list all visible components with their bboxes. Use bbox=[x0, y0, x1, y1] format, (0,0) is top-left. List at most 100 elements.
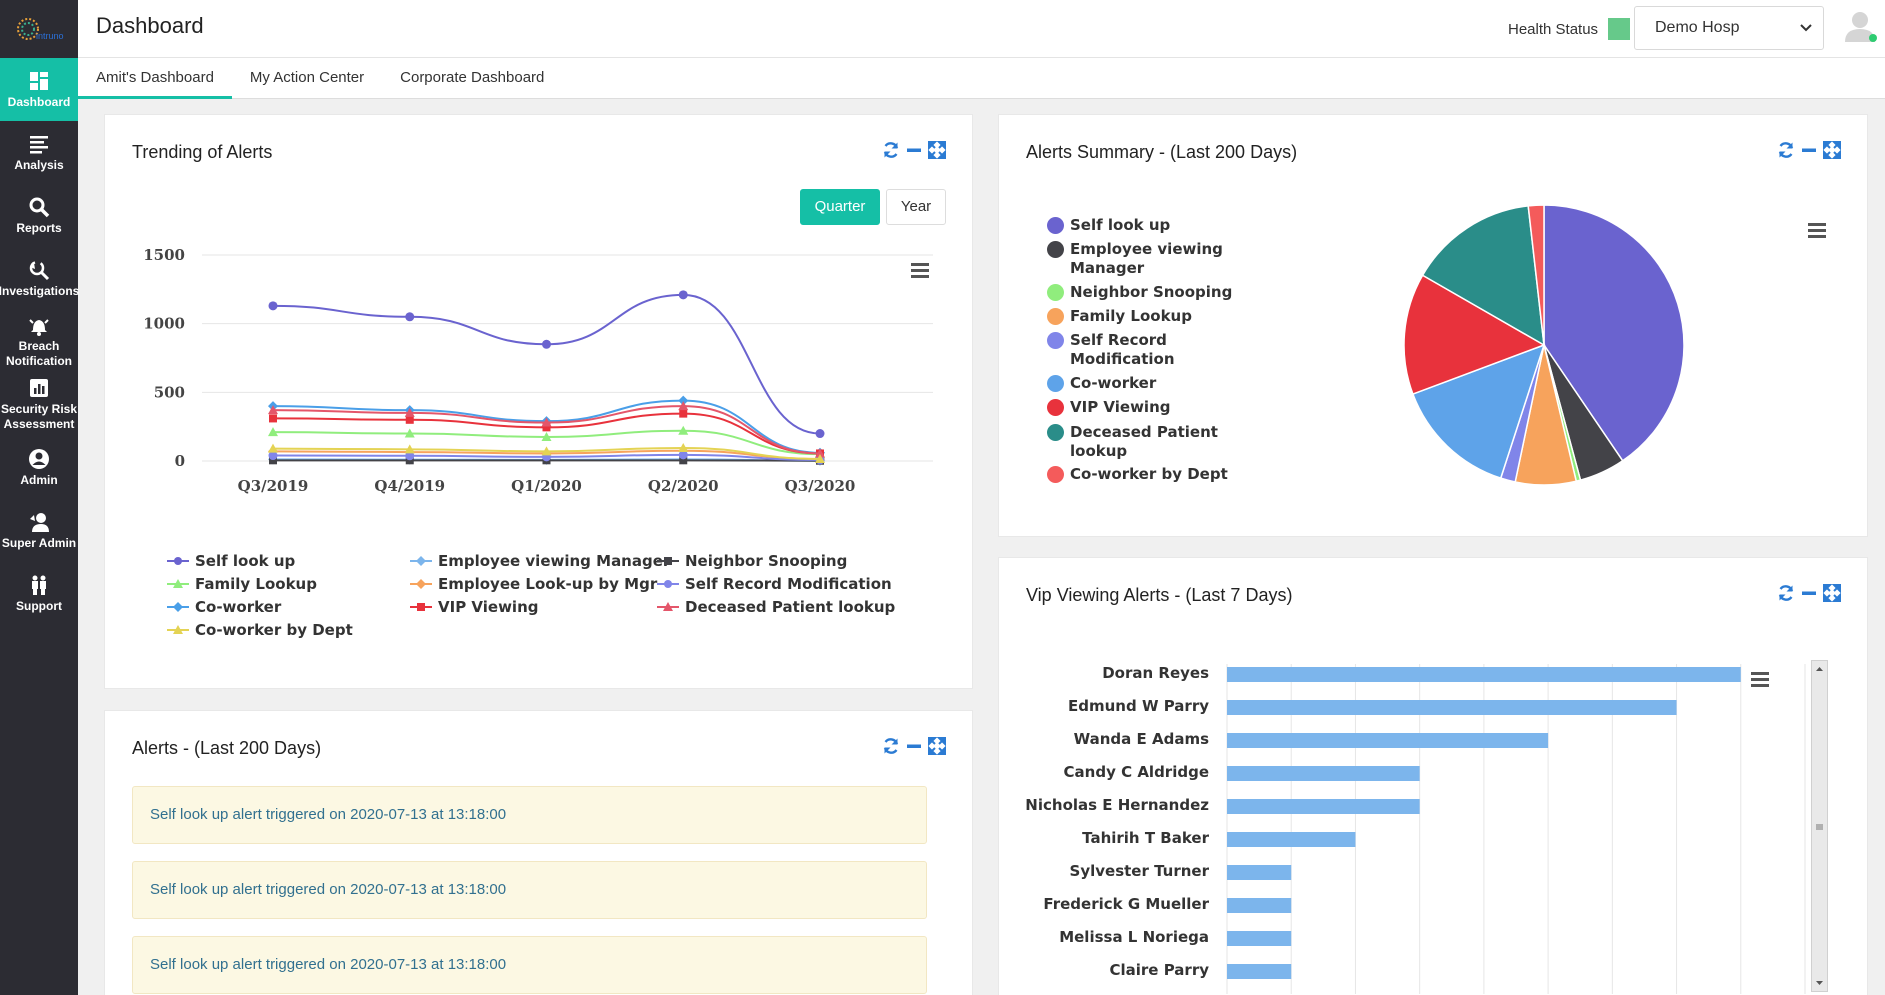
bar[interactable] bbox=[1227, 799, 1420, 814]
data-point[interactable] bbox=[268, 451, 278, 461]
bar[interactable] bbox=[1227, 865, 1292, 880]
data-point[interactable] bbox=[405, 415, 414, 424]
scroll-down-icon[interactable] bbox=[1812, 977, 1827, 989]
expand-icon[interactable] bbox=[1822, 140, 1842, 160]
legend-item[interactable]: Self look up bbox=[167, 552, 295, 570]
data-point[interactable] bbox=[405, 451, 415, 461]
pie-slice-self-look-up[interactable] bbox=[1543, 204, 1685, 462]
tab-amits-dashboard[interactable]: Amit's Dashboard bbox=[78, 58, 232, 99]
bar[interactable] bbox=[1227, 832, 1356, 847]
data-point[interactable] bbox=[815, 429, 825, 439]
legend-item[interactable]: Self look up bbox=[1047, 216, 1270, 235]
data-point[interactable] bbox=[541, 431, 552, 441]
data-point[interactable] bbox=[815, 453, 825, 463]
chart-menu-icon[interactable] bbox=[1751, 672, 1769, 690]
scroll-up-icon[interactable] bbox=[1812, 663, 1827, 675]
data-point[interactable] bbox=[404, 428, 415, 438]
bar[interactable] bbox=[1227, 700, 1677, 715]
data-point[interactable] bbox=[678, 290, 688, 300]
data-point[interactable] bbox=[405, 312, 415, 322]
sidebar-item-admin[interactable]: Admin bbox=[0, 436, 78, 499]
data-point[interactable] bbox=[268, 427, 278, 437]
legend-item[interactable]: Neighbor Snooping bbox=[657, 552, 847, 570]
data-point[interactable] bbox=[678, 450, 688, 460]
legend-item[interactable]: Co-worker by Dept bbox=[167, 621, 353, 639]
alert-item[interactable]: Self look up alert triggered on 2020-07-… bbox=[132, 861, 927, 919]
data-point[interactable] bbox=[679, 409, 688, 418]
legend-item[interactable]: Self Record Modification bbox=[1047, 331, 1270, 369]
expand-icon[interactable] bbox=[927, 736, 947, 756]
data-point[interactable] bbox=[268, 443, 278, 453]
minimize-icon[interactable] bbox=[1799, 140, 1819, 160]
legend-item[interactable]: Co-worker by Dept bbox=[1047, 465, 1270, 484]
data-point[interactable] bbox=[815, 448, 825, 458]
data-point[interactable] bbox=[541, 446, 552, 456]
chart-menu-icon[interactable] bbox=[1808, 223, 1826, 241]
data-point[interactable] bbox=[679, 456, 688, 465]
legend-item[interactable]: Co-worker bbox=[1047, 374, 1270, 393]
legend-item[interactable]: Employee viewing Manager bbox=[410, 552, 670, 570]
sidebar-item-breach-notification[interactable]: Breach Notification bbox=[0, 310, 78, 373]
sidebar-item-reports[interactable]: Reports bbox=[0, 184, 78, 247]
alert-item[interactable]: Self look up alert triggered on 2020-07-… bbox=[132, 786, 927, 844]
year-button[interactable]: Year bbox=[886, 189, 946, 225]
data-point[interactable] bbox=[404, 444, 415, 454]
legend-item[interactable]: Employee viewing Manager bbox=[1047, 240, 1270, 278]
scrollbar[interactable] bbox=[1811, 660, 1828, 992]
refresh-icon[interactable] bbox=[1776, 140, 1796, 160]
tab-my-action-center[interactable]: My Action Center bbox=[249, 69, 365, 86]
legend-item[interactable]: Deceased Patient lookup bbox=[657, 598, 895, 616]
quarter-button[interactable]: Quarter bbox=[800, 189, 880, 225]
sidebar-item-support[interactable]: Support bbox=[0, 562, 78, 625]
legend-item[interactable]: Deceased Patient lookup bbox=[1047, 423, 1270, 461]
bar[interactable] bbox=[1227, 766, 1420, 781]
legend-item[interactable]: VIP Viewing bbox=[410, 598, 538, 616]
data-point[interactable] bbox=[678, 442, 689, 452]
legend-item[interactable]: Self Record Modification bbox=[657, 575, 892, 593]
expand-icon[interactable] bbox=[927, 140, 947, 160]
data-point[interactable] bbox=[269, 414, 277, 423]
minimize-icon[interactable] bbox=[1799, 583, 1819, 603]
data-point[interactable] bbox=[678, 425, 689, 435]
legend-item[interactable]: Co-worker bbox=[167, 598, 281, 616]
pie-slice-co-worker-by-dept[interactable] bbox=[1527, 204, 1545, 346]
data-point[interactable] bbox=[542, 339, 551, 349]
legend-item[interactable]: Family Lookup bbox=[1047, 307, 1270, 326]
data-point[interactable] bbox=[678, 395, 689, 406]
scroll-grip-icon[interactable] bbox=[1812, 821, 1827, 833]
hospital-select[interactable]: Demo Hosp bbox=[1634, 6, 1824, 50]
refresh-icon[interactable] bbox=[881, 736, 901, 756]
legend-item[interactable]: Family Lookup bbox=[167, 575, 317, 593]
data-point[interactable] bbox=[268, 405, 278, 415]
sidebar-item-analysis[interactable]: Analysis bbox=[0, 121, 78, 184]
expand-icon[interactable] bbox=[1822, 583, 1842, 603]
data-point[interactable] bbox=[678, 401, 689, 411]
data-point[interactable] bbox=[542, 423, 551, 432]
minimize-icon[interactable] bbox=[904, 140, 924, 160]
minimize-icon[interactable] bbox=[904, 736, 924, 756]
data-point[interactable] bbox=[404, 407, 415, 417]
legend-item[interactable]: Employee Look-up by Mgr bbox=[410, 575, 657, 593]
data-point[interactable] bbox=[268, 301, 278, 311]
legend-item[interactable]: VIP Viewing bbox=[1047, 398, 1270, 417]
chart-menu-icon[interactable] bbox=[911, 263, 929, 281]
bar[interactable] bbox=[1227, 667, 1741, 682]
data-point[interactable] bbox=[405, 456, 414, 465]
pie-slice-co-worker[interactable] bbox=[1411, 343, 1546, 480]
tab-corporate-dashboard[interactable]: Corporate Dashboard bbox=[400, 69, 545, 86]
legend-item[interactable]: Neighbor Snooping bbox=[1047, 283, 1270, 302]
bar[interactable] bbox=[1227, 898, 1292, 913]
sidebar-item-super-admin[interactable]: Super Admin bbox=[0, 499, 78, 562]
sidebar-item-dashboard[interactable]: Dashboard bbox=[0, 58, 78, 121]
refresh-icon[interactable] bbox=[1776, 583, 1796, 603]
data-point[interactable] bbox=[541, 417, 552, 427]
refresh-icon[interactable] bbox=[881, 140, 901, 160]
sidebar-item-investigations[interactable]: Investigations bbox=[0, 247, 79, 310]
user-avatar-icon[interactable] bbox=[1842, 8, 1878, 44]
data-point[interactable] bbox=[269, 456, 277, 465]
app-logo[interactable]: intruno bbox=[0, 0, 78, 58]
bar[interactable] bbox=[1227, 931, 1292, 946]
sidebar-item-security-risk-assessment[interactable]: Security Risk Assessment bbox=[0, 373, 78, 436]
pie-slice-vip-viewing[interactable] bbox=[1403, 274, 1546, 396]
bar[interactable] bbox=[1227, 964, 1292, 979]
